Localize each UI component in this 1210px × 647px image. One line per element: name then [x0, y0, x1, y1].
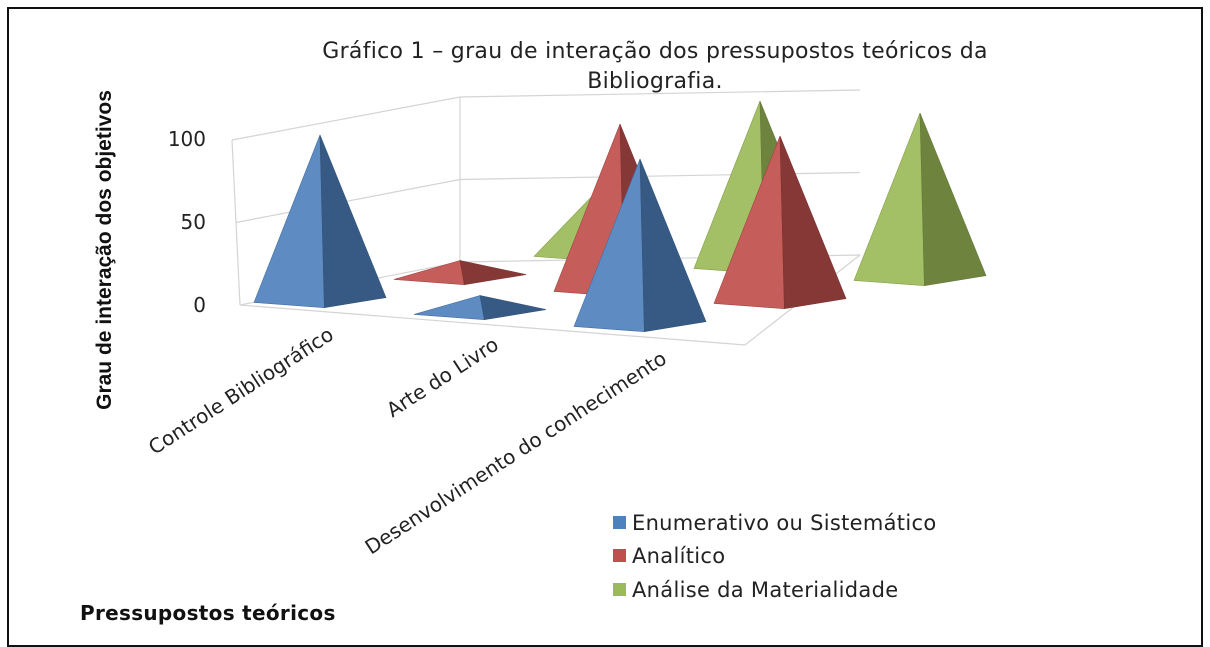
y-tick-label: 50: [181, 210, 206, 234]
pyramid-face-side: [919, 112, 987, 287]
pyramid-face-side: [319, 134, 387, 309]
chart-title-line-1: Gráfico 1 – grau de interação dos pressu…: [322, 39, 988, 64]
legend: Enumerativo ou Sistemático Analítico Aná…: [613, 511, 936, 602]
pyramid-face-front: [853, 112, 925, 287]
legend-label-analitico: Analítico: [632, 544, 725, 568]
pyramid-analitico-2: [713, 135, 847, 310]
pyramid-face-front: [253, 134, 325, 309]
y-tick-label: 100: [168, 127, 206, 151]
pyramid-face-side: [479, 295, 547, 321]
category-label-controle: Controle Bibliográfico: [144, 322, 338, 459]
pyramid-face-front: [413, 295, 485, 321]
category-label-arte: Arte do Livro: [382, 332, 503, 422]
legend-swatch-analitico: [613, 549, 626, 562]
legend-label-materialidade: Análise da Materialidade: [632, 578, 898, 602]
y-tick-label: 0: [193, 293, 206, 317]
pyramid-analitico-0: [393, 260, 527, 286]
pyramid-enumerativo-1: [413, 295, 547, 321]
pyramid-face-side: [459, 260, 527, 286]
legend-swatch-enumerativo: [613, 516, 626, 529]
legend-label-enumerativo: Enumerativo ou Sistemático: [632, 511, 936, 535]
pyramid-analise-2: [853, 112, 987, 287]
x-axis-label: Pressupostos teóricos: [80, 601, 336, 625]
pyramid-face-side: [779, 135, 847, 310]
wall-edge: [231, 139, 241, 306]
legend-swatch-materialidade: [613, 583, 626, 596]
pyramid-face-side: [639, 158, 707, 333]
chart-title-line-2: Bibliografia.: [587, 69, 723, 94]
pyramid-bars: [253, 100, 987, 333]
pyramid-enumerativo-0: [253, 134, 387, 309]
pyramid-enumerativo-2: [573, 158, 707, 333]
y-axis-label: Grau de interação dos objetivos: [93, 90, 116, 410]
